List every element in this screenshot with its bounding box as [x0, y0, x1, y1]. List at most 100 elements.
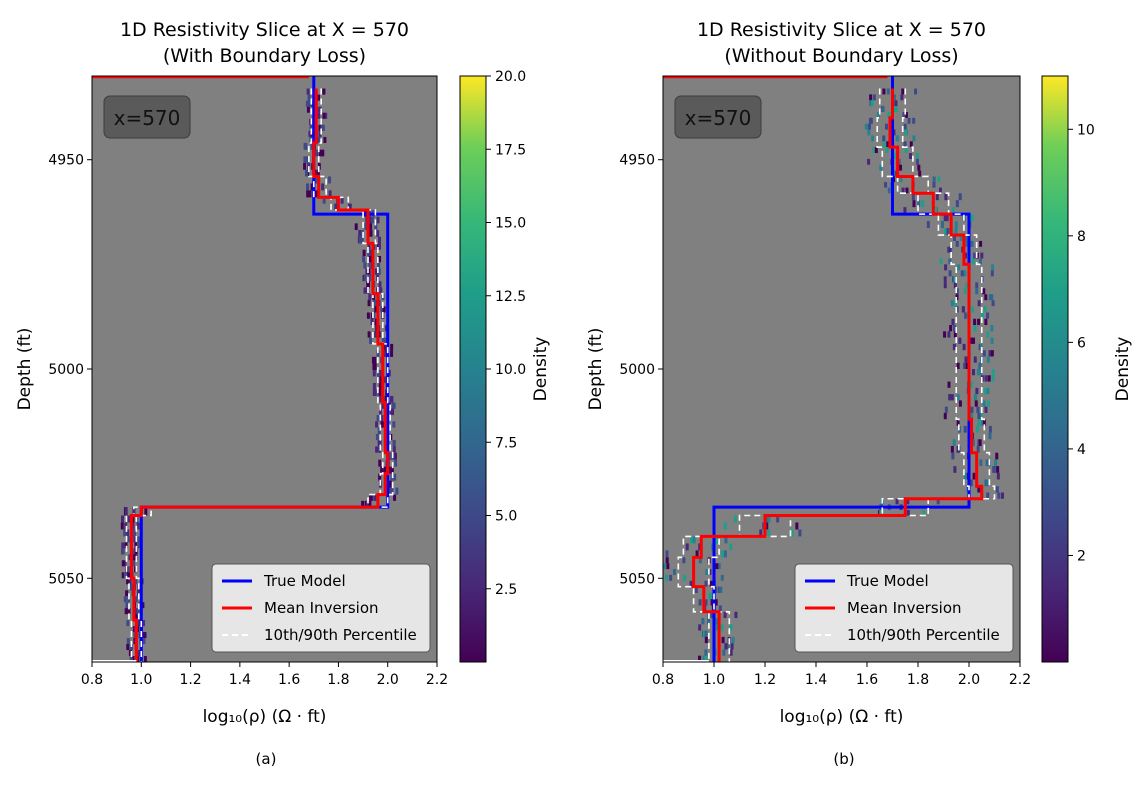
- density-cell: [948, 258, 952, 265]
- density-cell: [379, 395, 383, 403]
- density-cell: [378, 382, 382, 390]
- density-cell: [990, 270, 994, 277]
- density-cell: [978, 369, 982, 376]
- density-cell: [721, 636, 725, 644]
- density-cell: [318, 130, 322, 137]
- density-cell: [394, 459, 398, 467]
- density-cell: [965, 240, 969, 247]
- density-cell: [391, 402, 395, 409]
- density-cell: [943, 214, 947, 222]
- x-tick-label: 2.2: [426, 672, 448, 688]
- density-cell: [702, 630, 706, 637]
- density-cell: [726, 643, 730, 650]
- density-cell: [689, 580, 693, 587]
- density-cell: [124, 608, 128, 615]
- density-cell: [322, 197, 326, 204]
- density-cell: [970, 240, 974, 247]
- density-cell: [704, 649, 708, 656]
- density-cell: [704, 636, 708, 644]
- colorbar-tick-label: 12.5: [495, 289, 526, 305]
- density-cell: [963, 425, 967, 433]
- density-cell: [996, 466, 1000, 473]
- colorbar-tick-label: 6: [1077, 335, 1086, 351]
- density-cell: [123, 529, 127, 537]
- density-cell: [133, 632, 137, 639]
- density-cell: [375, 433, 379, 441]
- density-cell: [978, 439, 982, 447]
- density-cell: [126, 578, 130, 585]
- density-cell: [380, 421, 384, 428]
- density-cell: [988, 350, 992, 357]
- density-cell: [704, 599, 708, 606]
- density-cell: [975, 282, 979, 289]
- density-cell: [304, 142, 308, 150]
- density-cell: [994, 459, 998, 467]
- density-cell: [698, 557, 702, 564]
- x-tick-label: 1.2: [754, 672, 776, 688]
- density-cell: [956, 362, 960, 369]
- density-cell: [965, 282, 969, 289]
- density-cell: [379, 376, 383, 383]
- x-tick-label: 0.8: [81, 672, 103, 688]
- colorbar-tick-label: 10: [1077, 122, 1095, 138]
- density-cell: [894, 100, 898, 107]
- density-cell: [956, 394, 960, 401]
- density-cell: [723, 522, 727, 530]
- density-cell: [958, 400, 962, 407]
- density-cell: [354, 223, 358, 231]
- density-cell: [129, 656, 133, 662]
- density-cell: [137, 620, 141, 627]
- density-cell: [915, 153, 919, 159]
- density-cell: [382, 306, 386, 313]
- density-cell: [306, 106, 310, 113]
- density-cell: [142, 638, 146, 645]
- density-cell: [141, 602, 145, 609]
- density-cell: [340, 197, 344, 204]
- density-cell: [969, 337, 973, 344]
- density-cell: [945, 214, 949, 222]
- density-cell: [879, 164, 883, 171]
- density-cell: [133, 529, 137, 537]
- density-cell: [733, 515, 737, 523]
- colorbar-tick-label: 7.5: [495, 435, 517, 451]
- density-cell: [990, 337, 994, 344]
- density-cell: [126, 529, 130, 537]
- density-cell: [698, 599, 702, 606]
- density-cell: [328, 176, 332, 184]
- density-cell: [905, 187, 909, 194]
- density-cell: [900, 94, 904, 101]
- density-cell: [921, 200, 925, 208]
- density-cell: [885, 147, 889, 154]
- density-cell: [380, 306, 384, 313]
- density-cell: [867, 123, 871, 130]
- density-cell: [729, 543, 733, 551]
- legend-entry: True Model: [846, 572, 929, 590]
- density-cell: [868, 117, 872, 124]
- density-cell: [955, 200, 959, 208]
- density-cell: [720, 624, 724, 631]
- density-cell: [952, 343, 956, 351]
- density-cell: [870, 100, 874, 107]
- density-cell: [373, 299, 377, 307]
- density-cell: [982, 419, 986, 426]
- density-cell: [314, 190, 318, 198]
- density-cell: [369, 223, 373, 231]
- density-cell: [322, 112, 326, 119]
- density-cell: [964, 235, 968, 241]
- x-tick-label: 1.4: [805, 672, 827, 688]
- density-cell: [372, 312, 376, 319]
- density-cell: [375, 446, 379, 453]
- density-cell: [377, 440, 381, 447]
- density-cell: [328, 190, 332, 198]
- x-tick-label: 2.0: [958, 672, 980, 688]
- density-cell: [316, 169, 320, 177]
- density-cell: [986, 400, 990, 407]
- density-cell: [310, 142, 314, 150]
- density-cell: [323, 136, 327, 143]
- density-cell: [137, 650, 141, 657]
- density-cell: [388, 480, 392, 488]
- density-cell: [884, 182, 888, 188]
- density-cell: [988, 432, 992, 440]
- density-cell: [790, 529, 794, 537]
- density-cell: [384, 395, 388, 403]
